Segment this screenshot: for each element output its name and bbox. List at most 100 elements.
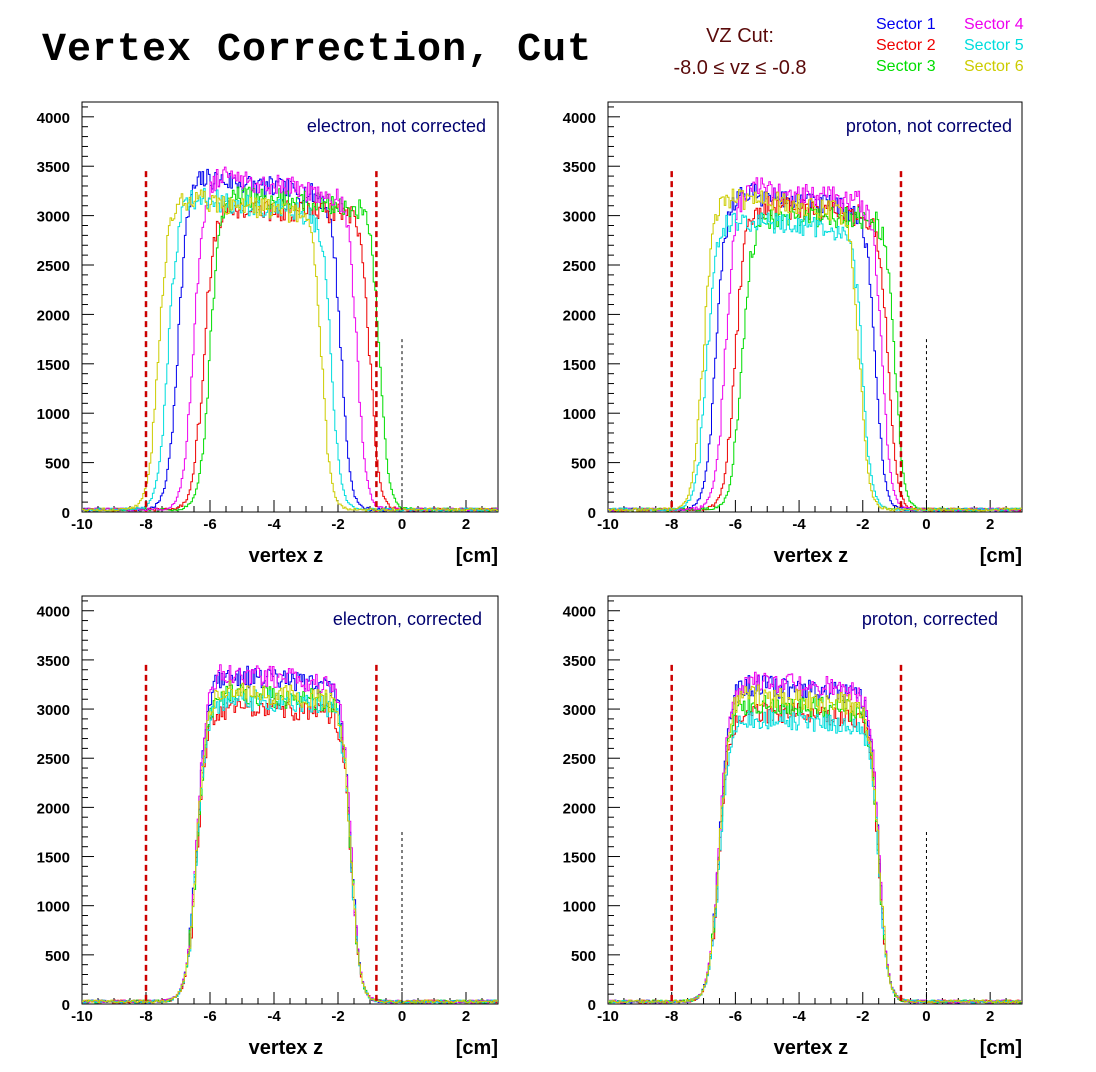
y-tick-label: 0: [62, 997, 70, 1014]
y-tick-label: 4000: [563, 604, 596, 621]
x-axis-label: vertex z: [774, 545, 849, 567]
y-tick-label: 1500: [563, 357, 596, 374]
y-tick-label: 3500: [37, 653, 70, 670]
x-tick-label: -6: [729, 1008, 742, 1025]
histogram-sector-5: [608, 212, 1022, 512]
histogram-sector-6: [82, 680, 498, 1004]
histogram-sector-3: [82, 684, 498, 1004]
x-tick-label: -6: [203, 516, 216, 533]
plot-frame: [81, 101, 499, 513]
y-tick-label: 1000: [37, 406, 70, 423]
y-tick-label: 3000: [37, 702, 70, 719]
chart-panel-3: 0 500 1000 1500 2000 2500 3000 3500 4000 -10 -8 -6 -…: [37, 595, 499, 1059]
x-tick-label: -10: [71, 1008, 93, 1025]
sector-legend: Sector 1 Sector 2 Sector 3 Sector 4 Sect…: [876, 16, 1056, 82]
histogram-sector-2: [82, 697, 498, 1004]
y-tick-label: 1000: [37, 899, 70, 916]
histogram-sector-6: [608, 684, 1022, 1004]
x-axis-unit: [cm]: [456, 1037, 498, 1059]
x-tick-label: 2: [462, 1008, 470, 1025]
y-tick-label: 4000: [563, 110, 596, 127]
x-tick-label: -8: [139, 516, 152, 533]
histogram-sector-2: [608, 702, 1022, 1004]
histogram-sector-6: [82, 189, 498, 512]
x-tick-label: -10: [71, 516, 93, 533]
x-tick-label: 2: [986, 516, 994, 533]
panel-label: electron, not corrected: [307, 116, 486, 136]
x-tick-label: 0: [398, 516, 406, 533]
x-tick-label: -4: [267, 516, 281, 533]
x-tick-label: 0: [922, 1008, 930, 1025]
x-tick-label: 2: [986, 1008, 994, 1025]
histogram-sector-4: [82, 664, 498, 1004]
legend-sector-6: Sector 6: [964, 58, 1024, 75]
histogram-sector-2: [608, 196, 1022, 512]
x-tick-label: -2: [331, 516, 344, 533]
y-tick-label: 4000: [37, 604, 70, 621]
histogram-sector-6: [608, 188, 1022, 512]
x-tick-label: -2: [856, 1008, 869, 1025]
y-tick-label: 3000: [37, 209, 70, 226]
y-tick-label: 500: [45, 456, 70, 473]
legend-sector-5: Sector 5: [964, 37, 1024, 54]
x-axis-label: vertex z: [774, 1037, 849, 1059]
y-tick-label: 4000: [37, 110, 70, 127]
y-tick-label: 2500: [563, 751, 596, 768]
vz-cut-annotation: VZ Cut: -8.0 ≤ vz ≤ -0.8: [640, 20, 840, 84]
x-tick-label: 2: [462, 516, 470, 533]
x-tick-label: -8: [665, 516, 678, 533]
plot-frame: [607, 101, 1023, 513]
y-tick-label: 3000: [563, 209, 596, 226]
legend-sector-3: Sector 3: [876, 58, 936, 75]
y-tick-label: 1000: [563, 406, 596, 423]
y-tick-label: 2500: [563, 258, 596, 275]
x-tick-label: -4: [792, 516, 806, 533]
panel-label: proton, corrected: [862, 609, 998, 629]
histogram-sector-2: [82, 200, 498, 512]
plot-frame: [81, 595, 499, 1005]
histogram-sector-1: [82, 665, 498, 1004]
x-axis-label: vertex z: [249, 545, 324, 567]
vz-cut-range: -8.0 ≤ vz ≤ -0.8: [673, 57, 807, 79]
x-axis-unit: [cm]: [456, 545, 498, 567]
plot-frame: [607, 595, 1023, 1005]
histogram-sector-3: [608, 694, 1022, 1004]
y-tick-label: 0: [588, 997, 596, 1014]
chart-panel-1: 0 500 1000 1500 2000 2500 3000 3500 4000 -10 -8 -6 -…: [37, 101, 499, 567]
x-axis-label: vertex z: [249, 1037, 324, 1059]
y-tick-label: 500: [571, 456, 596, 473]
legend-sector-1: Sector 1: [876, 16, 936, 33]
x-tick-label: -8: [665, 1008, 678, 1025]
x-tick-label: -10: [597, 516, 619, 533]
y-tick-label: 0: [62, 505, 70, 522]
histogram-sector-5: [608, 709, 1022, 1004]
x-tick-label: -2: [331, 1008, 344, 1025]
x-axis-unit: [cm]: [980, 545, 1022, 567]
histogram-sector-5: [82, 689, 498, 1004]
y-tick-label: 3500: [563, 159, 596, 176]
y-tick-label: 3500: [37, 159, 70, 176]
panel-label: electron, corrected: [333, 609, 482, 629]
y-tick-label: 500: [571, 948, 596, 965]
histogram-sector-3: [608, 206, 1022, 512]
y-tick-label: 2500: [37, 751, 70, 768]
y-tick-label: 500: [45, 948, 70, 965]
panel-label: proton, not corrected: [846, 116, 1012, 136]
y-tick-label: 1500: [37, 850, 70, 867]
x-tick-label: 0: [398, 1008, 406, 1025]
legend-sector-4: Sector 4: [964, 16, 1024, 33]
x-tick-label: -6: [203, 1008, 216, 1025]
x-tick-label: -6: [729, 516, 742, 533]
y-tick-label: 3000: [563, 702, 596, 719]
y-tick-label: 1500: [37, 357, 70, 374]
x-tick-label: -4: [792, 1008, 806, 1025]
y-tick-label: 2000: [563, 307, 596, 324]
x-tick-label: -8: [139, 1008, 152, 1025]
y-tick-label: 2500: [37, 258, 70, 275]
y-tick-label: 0: [588, 505, 596, 522]
page-title: Vertex Correction, Cut: [42, 28, 593, 73]
x-tick-label: 0: [922, 516, 930, 533]
x-axis-unit: [cm]: [980, 1037, 1022, 1059]
y-tick-label: 1500: [563, 850, 596, 867]
